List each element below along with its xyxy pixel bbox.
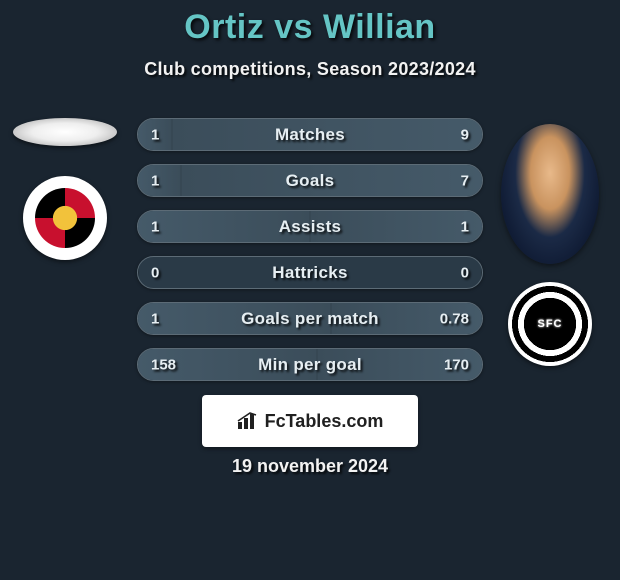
stat-label: Matches — [138, 125, 482, 145]
source-badge[interactable]: FcTables.com — [202, 395, 418, 447]
stat-row: 11Assists — [137, 210, 483, 243]
player-right-photo — [501, 124, 599, 264]
stat-row: 19Matches — [137, 118, 483, 151]
stat-row: 158170Min per goal — [137, 348, 483, 381]
stat-row: 00Hattricks — [137, 256, 483, 289]
stat-row: 17Goals — [137, 164, 483, 197]
chart-icon — [237, 412, 259, 430]
page-title: Ortiz vs Willian — [0, 0, 620, 47]
footer-date: 19 november 2024 — [0, 456, 620, 477]
stat-label: Hattricks — [138, 263, 482, 283]
player-left-photo — [13, 118, 117, 146]
stat-label: Goals per match — [138, 309, 482, 329]
stat-label: Min per goal — [138, 355, 482, 375]
player-left-column — [8, 118, 122, 260]
comparison-bars: 19Matches 17Goals 11Assists 00Hattricks 10.7… — [137, 118, 483, 394]
stat-label: Goals — [138, 171, 482, 191]
player-right-column — [500, 118, 600, 366]
stat-label: Assists — [138, 217, 482, 237]
club-badge-left — [23, 176, 107, 260]
page-subtitle: Club competitions, Season 2023/2024 — [0, 59, 620, 80]
stat-row: 10.78Goals per match — [137, 302, 483, 335]
source-badge-label: FcTables.com — [265, 411, 384, 432]
club-badge-right — [508, 282, 592, 366]
